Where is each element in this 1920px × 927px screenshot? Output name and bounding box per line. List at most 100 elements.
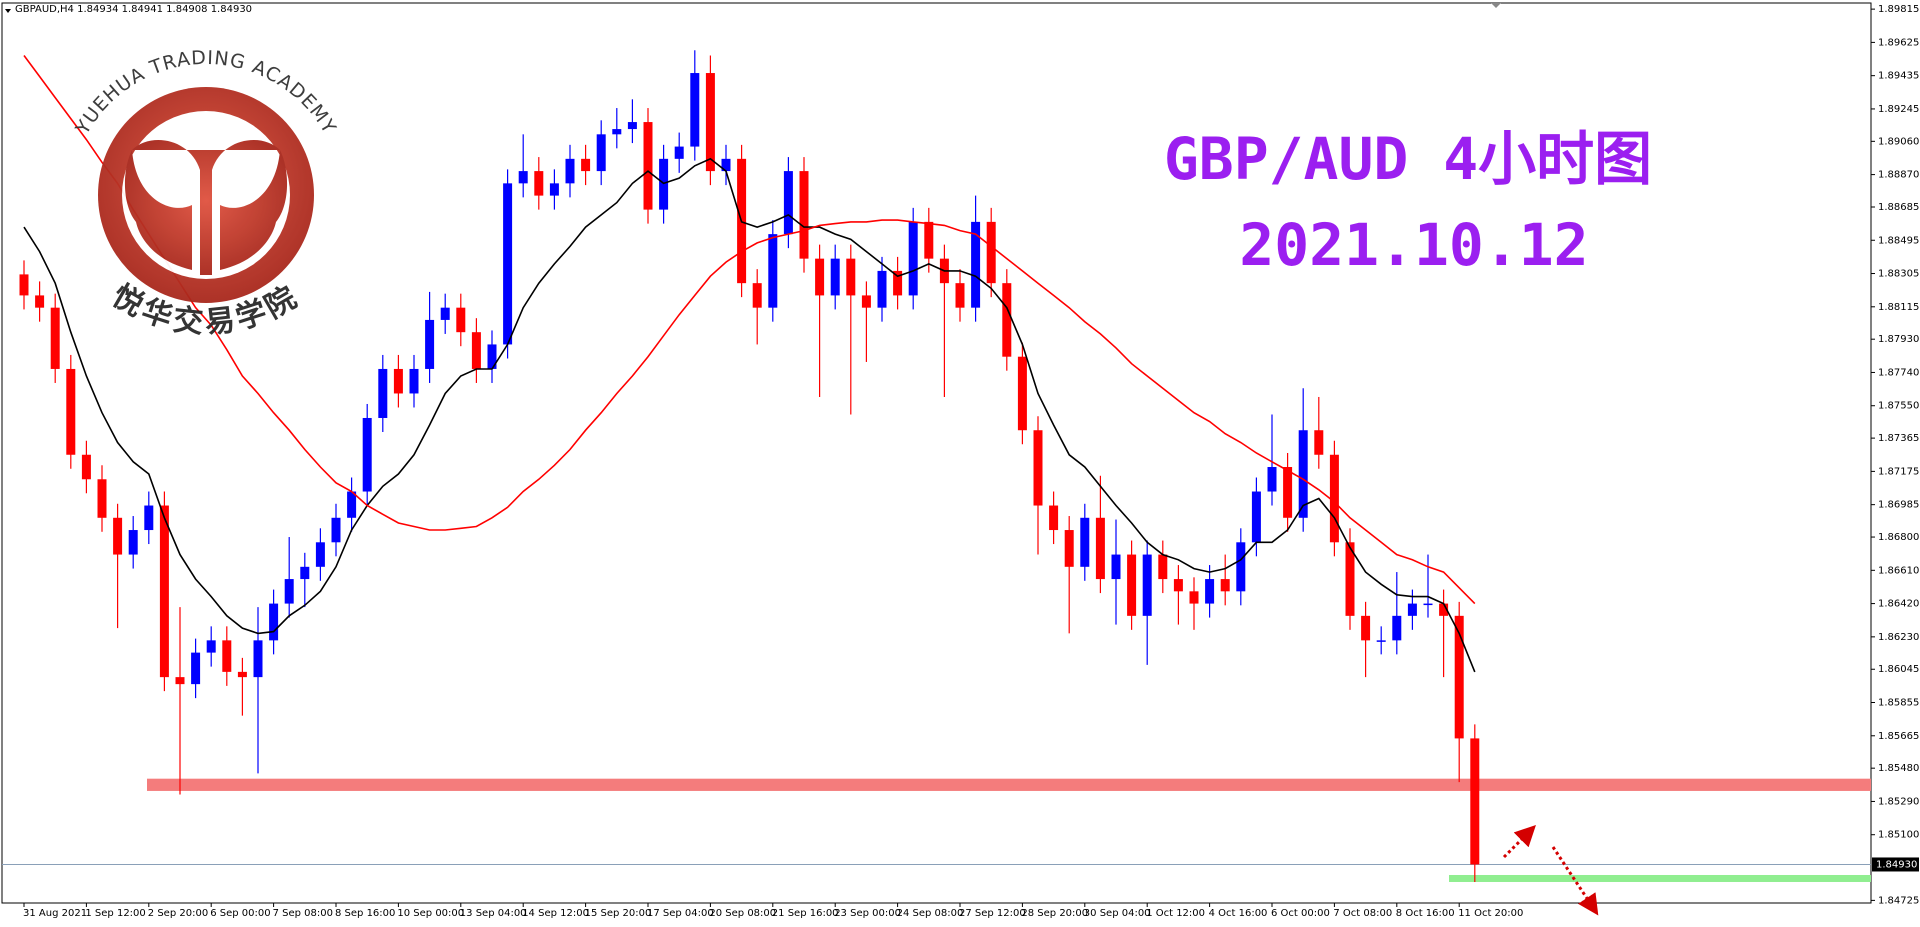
candle-body xyxy=(237,671,247,678)
y-tick-label: 1.85480 xyxy=(1878,763,1919,774)
x-tick-label: 24 Sep 08:00 xyxy=(897,908,964,919)
x-tick-label: 28 Sep 20:00 xyxy=(1021,908,1088,919)
x-tick-label: 8 Oct 16:00 xyxy=(1396,908,1455,919)
candle-body xyxy=(581,158,591,172)
candle-body xyxy=(1095,517,1105,580)
candle-body xyxy=(924,221,934,259)
arrow-down xyxy=(1551,846,1599,916)
candle-body xyxy=(768,234,778,308)
candle-body xyxy=(549,183,559,196)
candle-body xyxy=(1439,603,1449,616)
candle-body xyxy=(877,270,887,308)
y-tick-label: 1.89625 xyxy=(1878,37,1919,48)
candle-body xyxy=(175,677,185,685)
candle-body xyxy=(1111,554,1121,580)
y-tick-label: 1.87550 xyxy=(1878,401,1919,412)
x-tick-label: 6 Sep 00:00 xyxy=(210,908,270,919)
x-tick-label: 7 Sep 08:00 xyxy=(273,908,333,919)
y-tick-label: 1.84725 xyxy=(1878,895,1919,906)
candle-body xyxy=(409,368,419,394)
candle-body xyxy=(1392,615,1402,641)
y-tick-label: 1.86420 xyxy=(1878,599,1919,610)
y-tick-label: 1.89435 xyxy=(1878,71,1919,82)
candle-body xyxy=(721,158,731,172)
x-tick-label: 23 Sep 00:00 xyxy=(834,908,901,919)
x-tick-label: 6 Oct 00:00 xyxy=(1271,908,1330,919)
candle-body xyxy=(347,491,357,518)
candle-body xyxy=(1423,603,1433,606)
y-tick-label: 1.85290 xyxy=(1878,796,1919,807)
candle-body xyxy=(331,517,341,543)
candle-body xyxy=(1142,554,1152,616)
y-tick-label: 1.87175 xyxy=(1878,466,1919,477)
plot-frame xyxy=(1,2,1872,904)
candle-body xyxy=(50,307,60,369)
candle-body xyxy=(893,270,903,296)
y-tick-label: 1.88685 xyxy=(1878,202,1919,213)
candle-body xyxy=(191,652,201,685)
x-tick-label: 1 Oct 12:00 xyxy=(1146,908,1205,919)
candle-body xyxy=(1033,430,1043,506)
y-tick-label: 1.86610 xyxy=(1878,565,1919,576)
x-tick-label: 4 Oct 16:00 xyxy=(1209,908,1268,919)
candle-body xyxy=(159,505,169,678)
candle-body xyxy=(1173,579,1183,592)
price-tag xyxy=(1872,857,1919,872)
candle-body xyxy=(362,417,372,492)
candle-body xyxy=(456,307,466,333)
y-tick-label: 1.88495 xyxy=(1878,235,1919,246)
candle-body xyxy=(1345,542,1355,616)
y-tick-label: 1.89815 xyxy=(1878,4,1919,15)
chart-title: GBP/AUD 4小时图 xyxy=(1164,125,1652,193)
candle-body xyxy=(627,122,637,130)
candle-body xyxy=(300,566,310,580)
candle-body xyxy=(81,454,91,480)
candle-body xyxy=(612,129,622,135)
candle-body xyxy=(783,171,793,235)
candle-body xyxy=(1064,530,1074,567)
y-tick-label: 1.86045 xyxy=(1878,664,1919,675)
plot-layer: 1.89815 1.89625 1.89435 1.89245 1.89060 1.888… xyxy=(2,4,1919,919)
candle-body xyxy=(1298,430,1308,518)
candle-body xyxy=(1158,554,1168,580)
candle-body xyxy=(1220,579,1230,592)
x-tick-label: 27 Sep 12:00 xyxy=(959,908,1026,919)
candle-body xyxy=(1189,591,1199,604)
candle-body xyxy=(596,134,606,172)
y-tick-label: 1.87365 xyxy=(1878,433,1919,444)
candle-body xyxy=(503,183,513,345)
y-tick-label: 1.86800 xyxy=(1878,532,1919,543)
candle-body xyxy=(19,274,29,296)
candle-body xyxy=(815,258,825,296)
candle-body xyxy=(674,146,684,159)
y-tick-label: 1.89245 xyxy=(1878,104,1919,115)
x-tick-label: 17 Sep 04:00 xyxy=(647,908,714,919)
x-tick-label: 13 Sep 04:00 xyxy=(460,908,527,919)
x-tick-label: 20 Sep 08:00 xyxy=(709,908,776,919)
ma-line xyxy=(23,55,1476,605)
logo-emblem xyxy=(124,139,288,275)
candle-body xyxy=(253,640,263,678)
menu-triangle[interactable] xyxy=(5,9,11,13)
candle-body xyxy=(1407,603,1417,616)
zone xyxy=(147,778,1871,791)
candle-body xyxy=(1470,738,1480,865)
candle-body xyxy=(643,122,653,210)
candle-body xyxy=(1251,491,1261,543)
y-tick-label: 1.85100 xyxy=(1878,830,1919,841)
candle-body xyxy=(986,221,996,284)
candle-body xyxy=(487,344,497,369)
candle-body xyxy=(752,283,762,308)
candle-body xyxy=(378,368,388,418)
candle-body xyxy=(1314,430,1324,455)
x-tick-label: 11 Oct 20:00 xyxy=(1458,908,1523,919)
candle-body xyxy=(1267,467,1277,492)
x-tick-label: 10 Sep 00:00 xyxy=(397,908,464,919)
shift-marker xyxy=(1491,3,1501,8)
y-tick-label: 1.85665 xyxy=(1878,731,1919,742)
x-tick-label: 15 Sep 20:00 xyxy=(585,908,652,919)
x-tick-label: 2 Sep 20:00 xyxy=(148,908,208,919)
candle-body xyxy=(144,505,154,531)
candle-body xyxy=(1329,454,1339,543)
